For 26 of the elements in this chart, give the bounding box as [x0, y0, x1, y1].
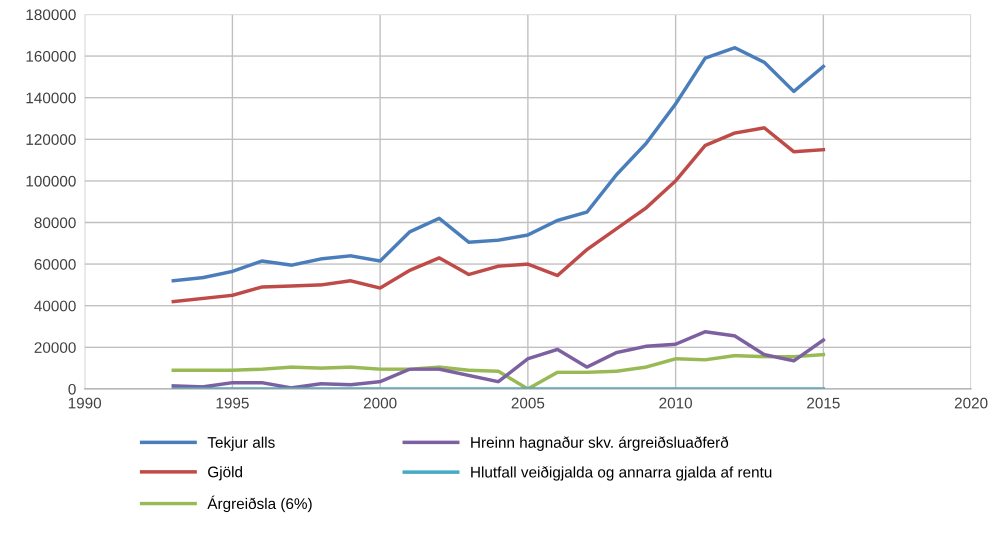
legend-label: Hreinn hagnaður skv. árgreiðsluaðferð — [471, 436, 728, 451]
y-tick-label: 160000 — [26, 50, 76, 62]
line-series — [172, 352, 826, 389]
legend-label: Gjöld — [208, 466, 242, 480]
x-tick-label: 2010 — [659, 398, 692, 408]
line-series — [172, 330, 826, 389]
y-tick-label: 60000 — [34, 258, 76, 270]
x-tick-label: 2000 — [364, 398, 397, 408]
y-tick-label: 0 — [68, 384, 76, 395]
legend-label: Tekjur alls — [208, 436, 275, 451]
y-tick-label: 100000 — [26, 176, 76, 187]
x-tick-label: 2015 — [807, 398, 840, 408]
y-tick-label: 20000 — [34, 342, 76, 354]
x-tick-label: 1995 — [216, 398, 249, 408]
y-tick-label: 40000 — [34, 300, 76, 312]
y-tick-label: 120000 — [26, 134, 76, 145]
y-tick-label: 180000 — [26, 9, 76, 20]
x-tick-label: 2005 — [512, 398, 544, 408]
x-tick-label: 2020 — [954, 398, 988, 408]
line-series — [172, 46, 826, 282]
legend-label: Hlutfall veiðigjalda og annarra gjalda af rentu — [471, 466, 772, 481]
y-tick-label: 80000 — [34, 217, 76, 228]
y-tick-label: 140000 — [26, 92, 76, 104]
legend-label: Árgreiðsla (6%) — [207, 496, 312, 512]
line-series — [172, 126, 826, 304]
x-tick-label: 1990 — [68, 398, 102, 408]
